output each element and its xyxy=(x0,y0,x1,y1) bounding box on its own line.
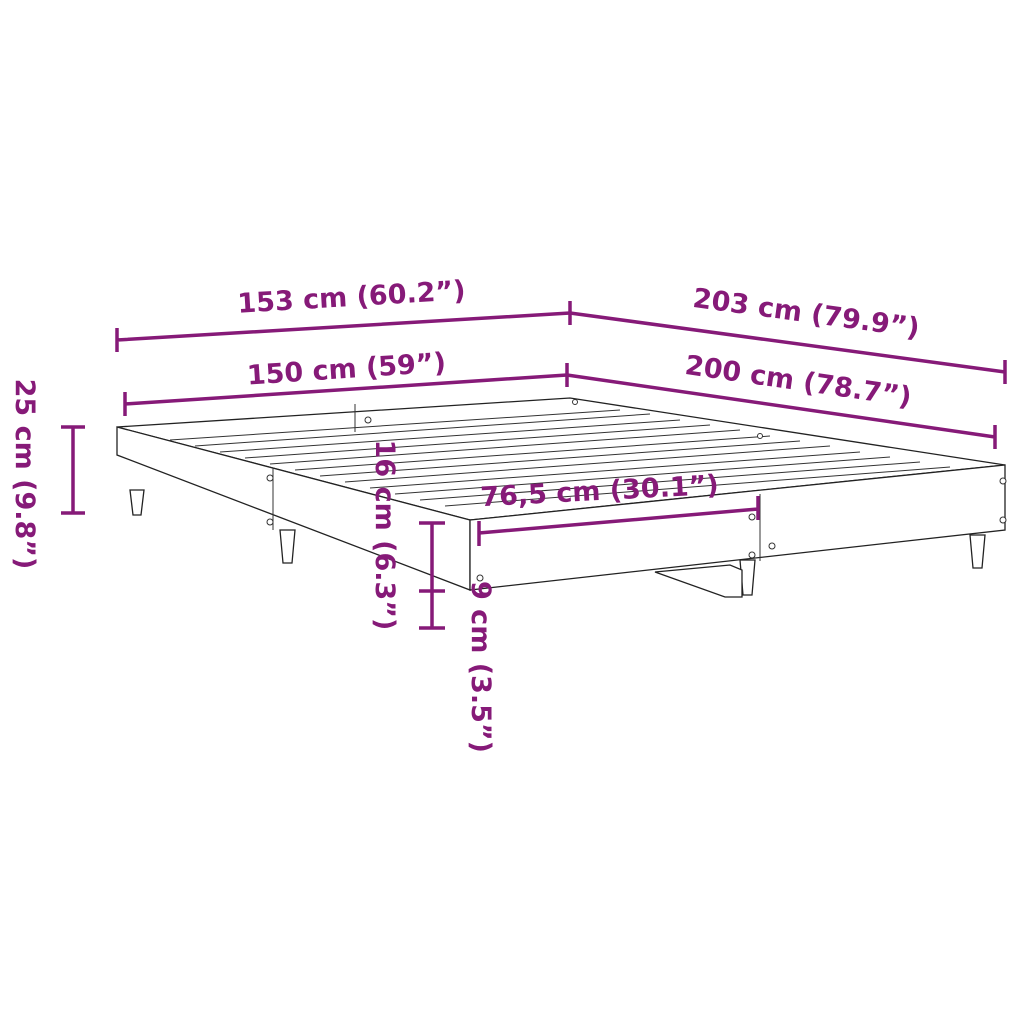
leg-front-left xyxy=(279,529,296,564)
leg-back-left xyxy=(129,489,145,516)
outer-width-label: 153 cm (60.2”) xyxy=(237,275,467,319)
frame-height-label: 16 cm (6.3”) xyxy=(369,440,400,631)
inner-length-line xyxy=(566,373,997,449)
slats xyxy=(169,404,951,507)
outer-length-line xyxy=(569,311,1007,384)
half-width-line xyxy=(477,496,760,546)
front-side-panel xyxy=(469,464,1006,591)
center-support xyxy=(654,564,743,598)
dimension-lines xyxy=(61,301,1007,630)
bolt-holes xyxy=(266,399,1007,582)
total-height-label: 25 cm (9.8”) xyxy=(9,379,40,570)
leg-clearance-label: 9 cm (3.5”) xyxy=(465,581,496,753)
bed-frame-illustration xyxy=(116,397,1007,598)
total-height-line xyxy=(61,425,85,515)
height-split-line xyxy=(419,521,445,630)
leg-right xyxy=(969,534,986,569)
inner-length-label: 200 cm (78.7”) xyxy=(683,350,913,413)
